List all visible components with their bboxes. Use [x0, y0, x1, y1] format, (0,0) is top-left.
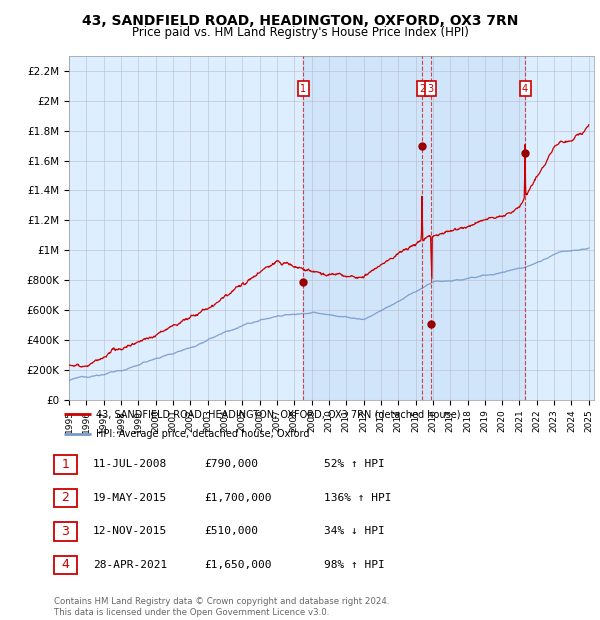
- Bar: [304, 56, 525, 400]
- Text: £1,650,000: £1,650,000: [204, 560, 271, 570]
- Text: 34% ↓ HPI: 34% ↓ HPI: [324, 526, 385, 536]
- Text: 43, SANDFIELD ROAD, HEADINGTON, OXFORD, OX3 7RN (detached house): 43, SANDFIELD ROAD, HEADINGTON, OXFORD, …: [96, 409, 461, 420]
- Text: 4: 4: [61, 559, 70, 571]
- Text: 12-NOV-2015: 12-NOV-2015: [93, 526, 167, 536]
- Text: 2: 2: [419, 84, 425, 94]
- Text: HPI: Average price, detached house, Oxford: HPI: Average price, detached house, Oxfo…: [96, 428, 310, 439]
- Text: 98% ↑ HPI: 98% ↑ HPI: [324, 560, 385, 570]
- Text: Contains HM Land Registry data © Crown copyright and database right 2024.
This d: Contains HM Land Registry data © Crown c…: [54, 598, 389, 617]
- Text: £1,700,000: £1,700,000: [204, 493, 271, 503]
- Text: 2: 2: [61, 492, 70, 504]
- Text: 43, SANDFIELD ROAD, HEADINGTON, OXFORD, OX3 7RN: 43, SANDFIELD ROAD, HEADINGTON, OXFORD, …: [82, 14, 518, 28]
- Text: 28-APR-2021: 28-APR-2021: [93, 560, 167, 570]
- Text: Price paid vs. HM Land Registry's House Price Index (HPI): Price paid vs. HM Land Registry's House …: [131, 26, 469, 39]
- Text: 1: 1: [61, 458, 70, 471]
- Text: £790,000: £790,000: [204, 459, 258, 469]
- Text: 136% ↑ HPI: 136% ↑ HPI: [324, 493, 392, 503]
- Text: 1: 1: [301, 84, 307, 94]
- Text: 52% ↑ HPI: 52% ↑ HPI: [324, 459, 385, 469]
- Text: 4: 4: [522, 84, 528, 94]
- Text: 3: 3: [61, 525, 70, 538]
- Text: 3: 3: [427, 84, 434, 94]
- Text: 11-JUL-2008: 11-JUL-2008: [93, 459, 167, 469]
- Text: £510,000: £510,000: [204, 526, 258, 536]
- Text: 19-MAY-2015: 19-MAY-2015: [93, 493, 167, 503]
